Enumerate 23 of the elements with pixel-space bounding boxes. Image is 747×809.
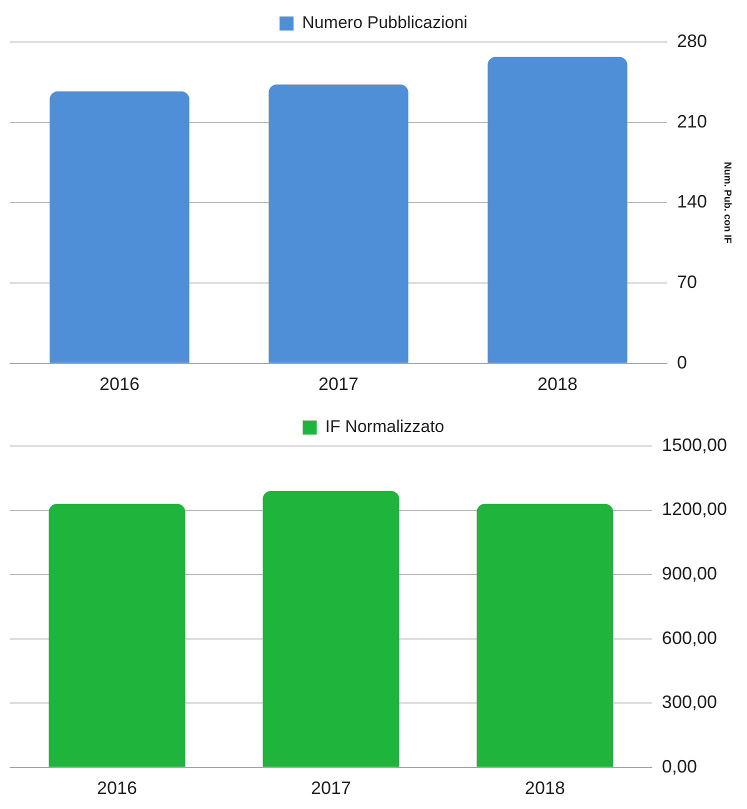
y-tick-label: 1200,00 [662, 499, 728, 520]
legend-label: IF Normalizzato [325, 417, 444, 436]
bar [50, 91, 190, 363]
y-tick-label: 900,00 [662, 564, 717, 584]
y-tick-label: 0 [676, 352, 687, 372]
y-tick-label: 140 [676, 192, 708, 212]
y-axis-title: Num. Pub. con IF [721, 162, 732, 244]
bar [488, 56, 628, 363]
x-tick-label: 2018 [537, 374, 578, 394]
y-tick-label: 1500,00 [662, 434, 728, 455]
legend-label: Numero Pubblicazioni [302, 13, 468, 32]
x-tick-label: 2017 [318, 374, 359, 394]
x-tick-label: 2016 [96, 778, 138, 798]
x-tick-label: 2016 [99, 374, 140, 394]
x-tick-label: 2018 [524, 778, 565, 798]
y-tick-label: 300,00 [662, 692, 717, 712]
y-tick-label: 600,00 [662, 628, 717, 648]
x-tick-label: 2017 [310, 778, 351, 798]
y-tick-label: 280 [676, 30, 708, 51]
y-tick-label: 70 [676, 272, 697, 292]
y-tick-label: 210 [676, 111, 708, 132]
y-tick-label: 0,00 [662, 756, 697, 776]
bar [268, 84, 408, 363]
